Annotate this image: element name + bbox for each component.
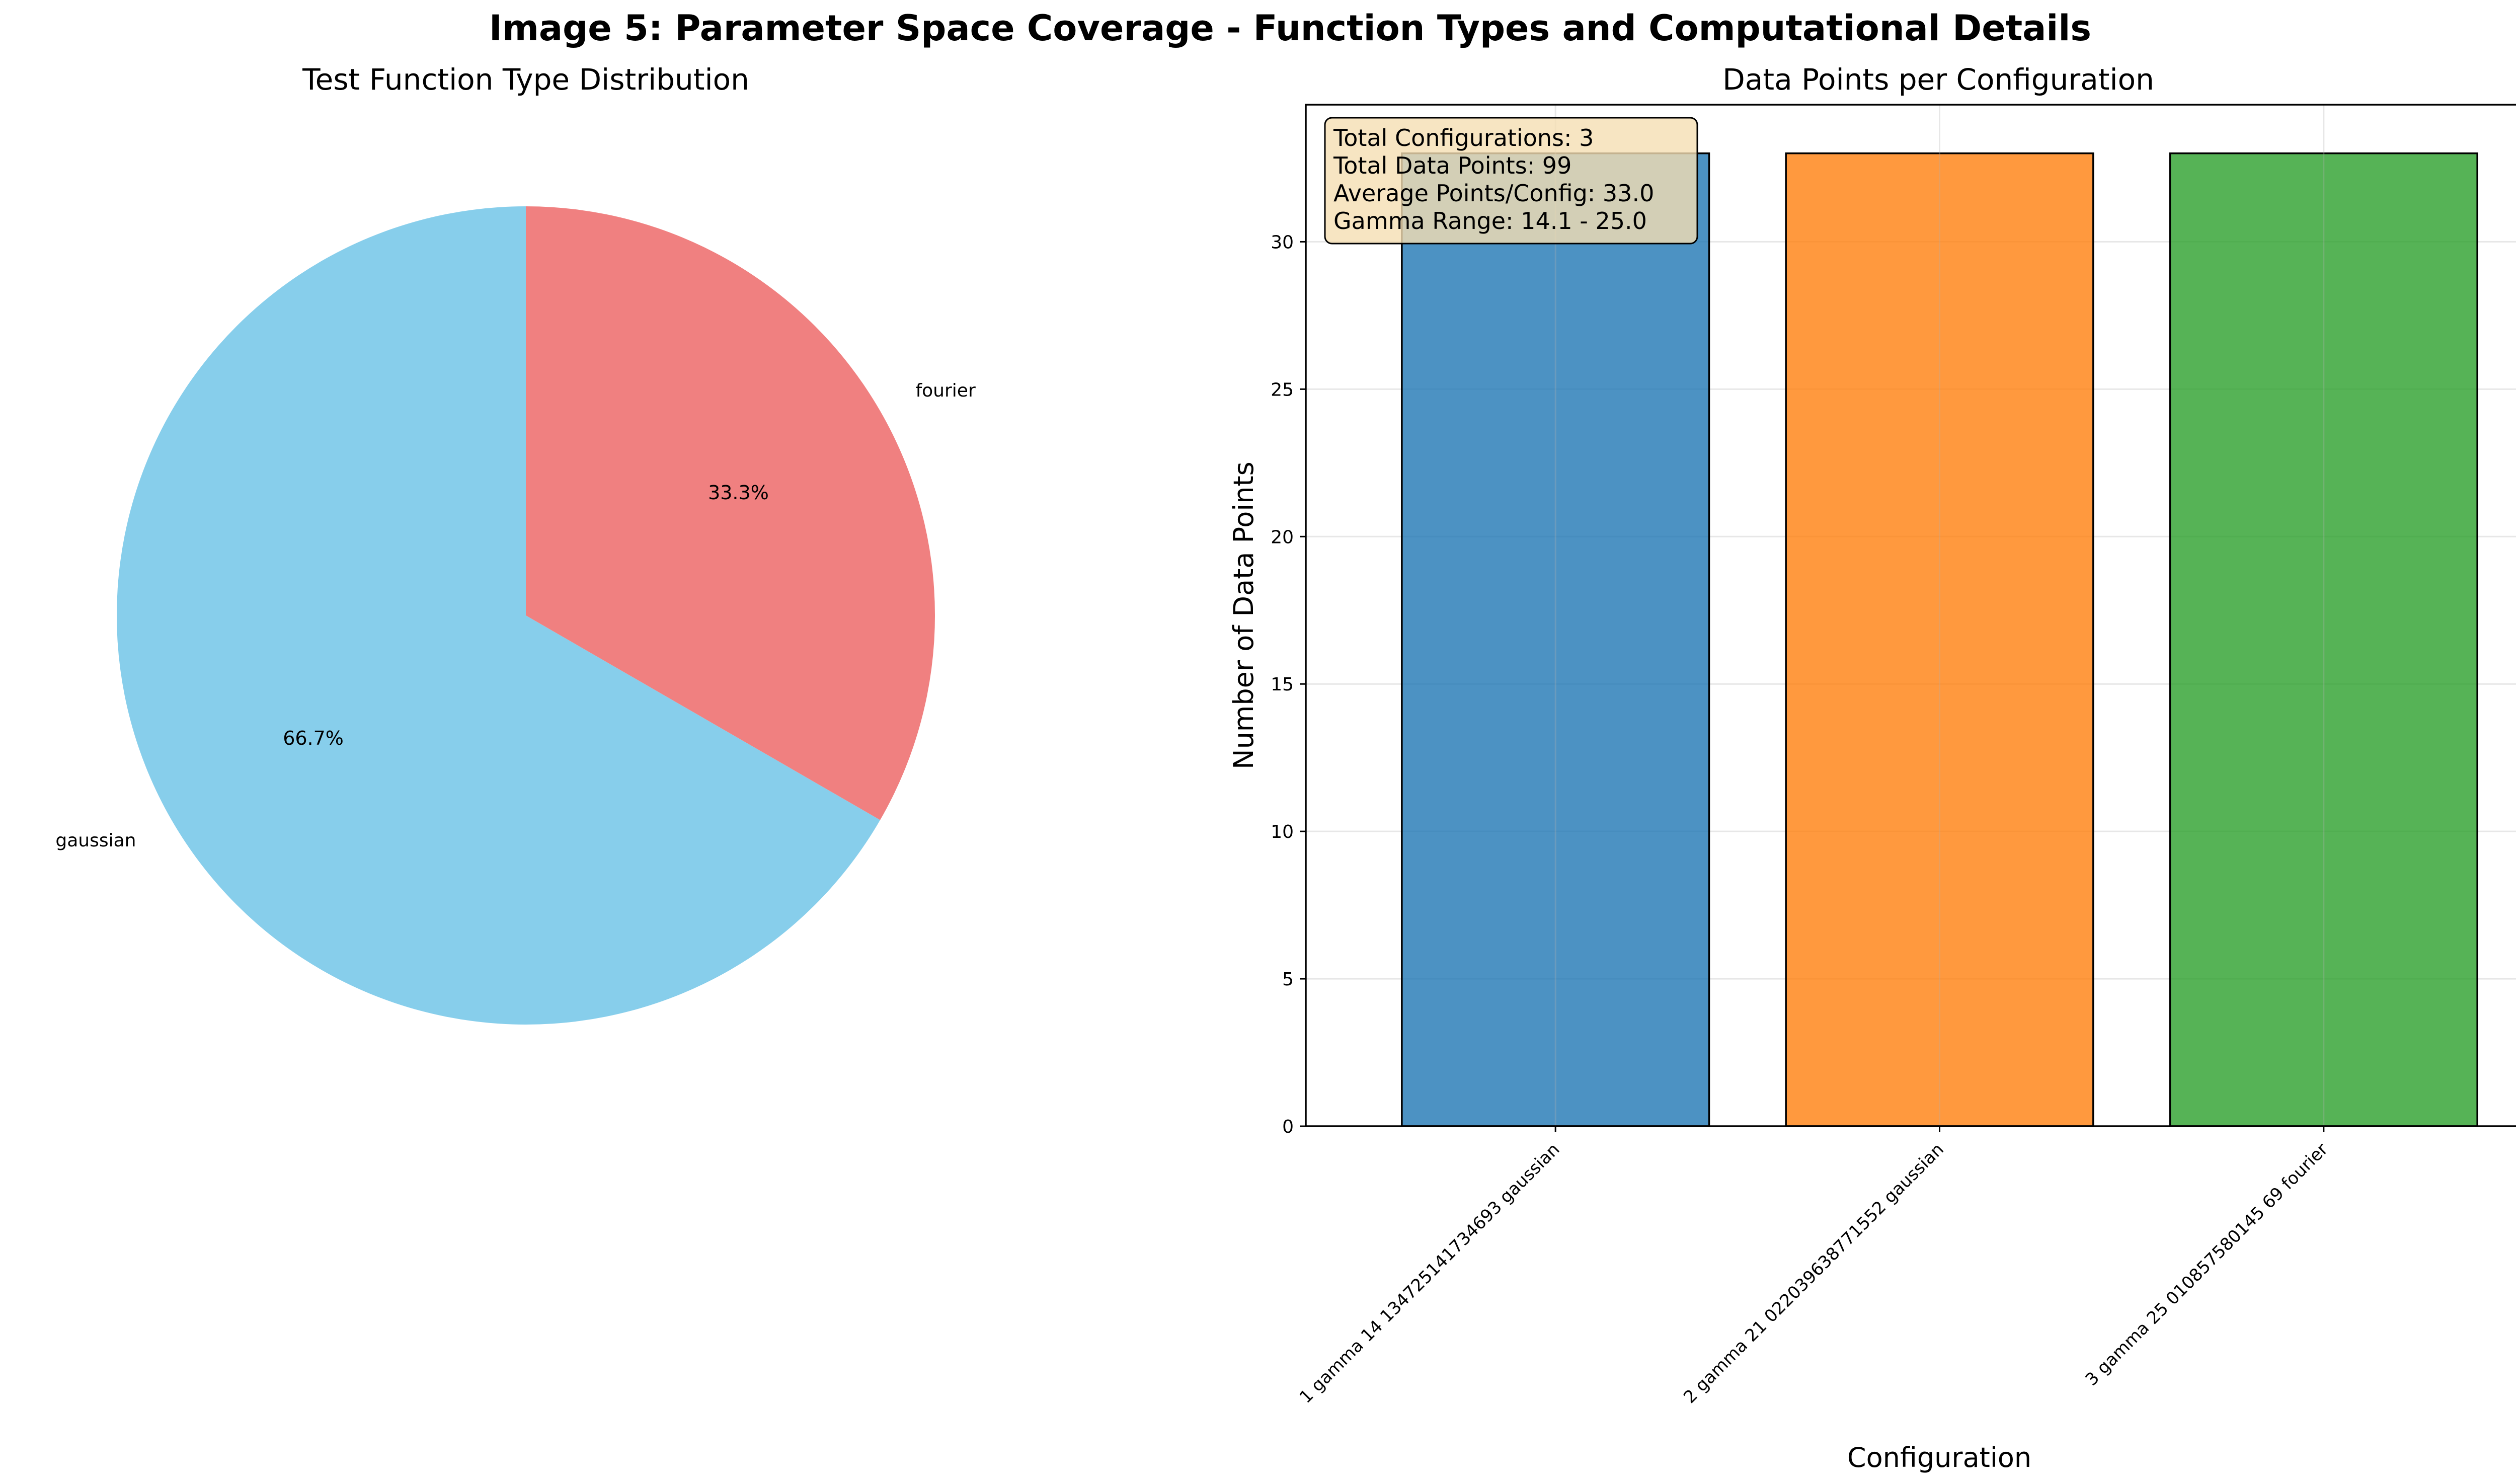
- pie-slice-fourier: [526, 206, 935, 820]
- bar-chart-xlabel: Configuration: [1847, 1442, 2031, 1473]
- bar-chart-ylabel: Number of Data Points: [1228, 461, 1260, 769]
- pie-slice-gaussian: [117, 206, 881, 1025]
- y-tick-label: 0: [1282, 1117, 1294, 1137]
- x-tick-label: 2 gamma 21 022039638771552 gaussian: [1680, 1139, 1948, 1408]
- info-box-background: [1324, 117, 1698, 245]
- y-tick-label: 25: [1271, 379, 1294, 400]
- summary-info-box: Total Configurations: 3 Total Data Point…: [1324, 117, 1698, 245]
- pie-chart: Test Function Type Distribution gaussian…: [55, 62, 976, 1025]
- pie-label: fourier: [915, 380, 975, 401]
- y-tick-label: 10: [1271, 822, 1294, 842]
- y-tick-label: 20: [1271, 527, 1294, 548]
- x-tick-label: 1 gamma 14 134725141734693 gaussian: [1296, 1139, 1564, 1408]
- pie-percent-label: 66.7%: [283, 727, 344, 749]
- info-box-line: Average Points/Config: 33.0: [1333, 180, 1654, 207]
- info-box-line: Total Configurations: 3: [1333, 124, 1594, 151]
- figure-suptitle: Image 5: Parameter Space Coverage - Func…: [489, 8, 2091, 49]
- pie-percent-label: 33.3%: [708, 482, 769, 504]
- x-tick-label: 3 gamma 25 010857580145 69 fourier: [2081, 1139, 2332, 1390]
- y-tick-label: 30: [1271, 232, 1294, 253]
- bar-chart: Data Points per Configuration 0 5 10 15 20 25…: [1228, 62, 2516, 1473]
- info-box-line: Gamma Range: 14.1 - 25.0: [1333, 207, 1647, 235]
- y-tick-label: 15: [1271, 674, 1294, 695]
- info-box-line: Total Data Points: 99: [1333, 152, 1571, 179]
- pie-chart-title: Test Function Type Distribution: [302, 62, 749, 97]
- pie-label: gaussian: [55, 830, 136, 851]
- bar-config-2: [1785, 152, 2094, 1127]
- y-tick-label: 5: [1282, 969, 1294, 990]
- bar-chart-title: Data Points per Configuration: [1722, 62, 2154, 97]
